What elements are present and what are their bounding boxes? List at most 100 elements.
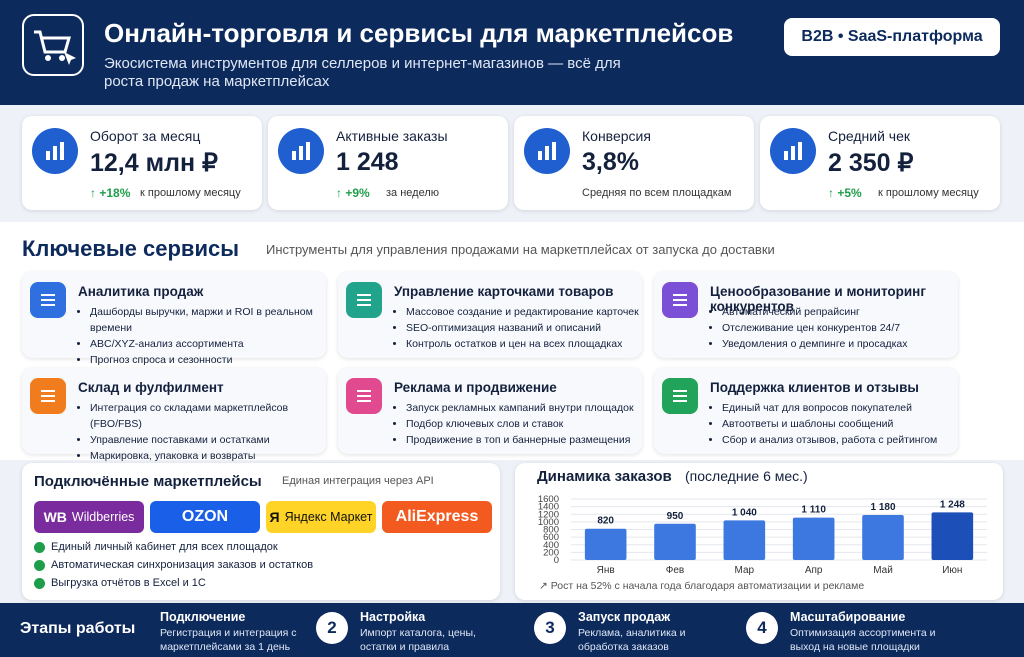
logo-name: AliExpress bbox=[395, 508, 479, 525]
kpi-note: за неделю bbox=[386, 187, 440, 199]
service-bullet: Запуск рекламных кампаний внутри площадо… bbox=[406, 400, 642, 416]
logo-mark: WB bbox=[43, 509, 67, 525]
step-number: 3 bbox=[534, 612, 566, 644]
value-label: 950 bbox=[667, 511, 684, 522]
title: Онлайн-торговля и сервисы для маркетплей… bbox=[104, 18, 734, 48]
y-tick-label: 1600 bbox=[538, 494, 559, 505]
steps-title: Этапы работы bbox=[20, 620, 136, 637]
service-icon bbox=[662, 282, 698, 318]
kpi-card: Конверсия 3,8% Средняя по всем площадкам bbox=[514, 116, 754, 210]
steps-bar: Этапы работы bbox=[0, 603, 1024, 657]
service-bullets: Автоматический репрайсингОтслеживание це… bbox=[708, 304, 958, 352]
service-bullet: Автоматический репрайсинг bbox=[722, 304, 958, 320]
y-tick-label: 1200 bbox=[538, 509, 559, 520]
kpi-card: Оборот за месяц 12,4 млн ₽ ↑ +18% к прошлом… bbox=[22, 116, 262, 210]
marketplaces-panel: Подключённые маркетплейсы Единая интегра… bbox=[22, 463, 500, 600]
header: Онлайн-торговля и сервисы для маркетплей… bbox=[0, 0, 1024, 105]
feature-text: Выгрузка отчётов в Excel и 1С bbox=[51, 577, 206, 589]
service-bullet: SEO-оптимизация названий и описаний bbox=[406, 320, 642, 336]
bar bbox=[931, 512, 974, 560]
service-bullet: Отслеживание цен конкурентов 24/7 bbox=[722, 320, 958, 336]
marketplace-logo: Я Яндекс Маркет bbox=[266, 501, 376, 533]
service-bullets: Единый чат для вопросов покупателейАвтоо… bbox=[708, 400, 958, 448]
bar bbox=[862, 515, 904, 560]
kpi-note: к прошлому месяцу bbox=[878, 187, 979, 199]
step-text: Реклама, аналитика и обработка заказов bbox=[578, 627, 686, 653]
service-card: Поддержка клиентов и отзывы Единый чат дл… bbox=[654, 368, 958, 454]
service-bullet: Продвижение в топ и баннерные размещения bbox=[406, 432, 642, 448]
feature: Автоматическая синхронизация заказов и о… bbox=[34, 559, 313, 571]
x-tick-label: Июн bbox=[942, 565, 962, 576]
service-bullet: Маркировка, упаковка и возвраты bbox=[90, 448, 326, 464]
services-subtitle: Инструменты для управления продажами на … bbox=[266, 242, 775, 257]
logo-mark: Я bbox=[269, 509, 280, 525]
x-tick-label: Апр bbox=[805, 565, 823, 576]
kpi-value: 12,4 млн ₽ bbox=[90, 149, 218, 177]
service-title: Реклама и продвижение bbox=[394, 380, 557, 395]
service-card: Реклама и продвижение Запуск рекламных ка… bbox=[338, 368, 642, 454]
bar bbox=[792, 517, 835, 560]
kpi-value: 2 350 ₽ bbox=[828, 149, 914, 177]
kpi-icon bbox=[278, 128, 324, 174]
chart-subtitle: (последние 6 мес.) bbox=[685, 468, 808, 484]
x-tick-label: Мар bbox=[735, 565, 755, 576]
service-bullets: Запуск рекламных кампаний внутри площадо… bbox=[392, 400, 642, 448]
marketplaces-title: Подключённые маркетплейсы bbox=[34, 473, 262, 490]
chart-note: ↗ Рост на 52% с начала года благодаря ав… bbox=[539, 580, 864, 592]
y-tick-label: 1400 bbox=[538, 502, 559, 513]
service-card: Аналитика продаж Дашборды выручки, маржи … bbox=[22, 272, 326, 366]
chart-title: Динамика заказов bbox=[537, 468, 672, 485]
step-title: Масштабирование bbox=[790, 610, 906, 624]
value-label: 1 110 bbox=[801, 505, 826, 516]
x-tick-label: Май bbox=[873, 565, 893, 576]
check-icon bbox=[34, 577, 45, 589]
service-bullets: Массовое создание и редактирование карто… bbox=[392, 304, 642, 352]
service-bullets: Интеграция со складами маркетплейсов (FB… bbox=[76, 400, 326, 464]
logo-name: OZON bbox=[181, 508, 229, 525]
x-tick-label: Янв bbox=[597, 565, 615, 576]
check-icon bbox=[34, 541, 45, 553]
service-title: Поддержка клиентов и отзывы bbox=[710, 380, 919, 395]
logo-name: Яндекс Маркет bbox=[284, 510, 373, 524]
service-title: Управление карточками товаров bbox=[394, 284, 614, 299]
feature: Выгрузка отчётов в Excel и 1С bbox=[34, 577, 206, 589]
badge: B2B • SaaS-платформа bbox=[784, 18, 1000, 56]
services-title: Ключевые сервисы bbox=[22, 236, 240, 261]
service-bullet: Сбор и анализ отзывов, работа с рейтинго… bbox=[722, 432, 958, 448]
kpi-card: Активные заказы 1 248 ↑ +9% за неделю bbox=[268, 116, 508, 210]
kpi-value: 3,8% bbox=[582, 148, 639, 176]
service-bullet: Контроль остатков и цен на всех площадка… bbox=[406, 336, 642, 352]
feature-text: Единый личный кабинет для всех площадок bbox=[51, 541, 278, 553]
service-title: Склад и фулфилмент bbox=[78, 380, 224, 395]
service-title: Ценообразование и мониторинг конкурентов bbox=[710, 284, 926, 314]
service-bullet: Автоответы и шаблоны сообщений bbox=[722, 416, 958, 432]
kpi-label: Оборот за месяц bbox=[90, 128, 201, 144]
kpi-card: Средний чек 2 350 ₽ ↑ +5% к прошлому месяцу bbox=[760, 116, 1000, 210]
value-label: 820 bbox=[597, 516, 614, 527]
step-title: Настройка bbox=[360, 610, 426, 624]
step-text: Импорт каталога, цены, остатки и правила bbox=[360, 627, 476, 653]
feature-text: Автоматическая синхронизация заказов и о… bbox=[51, 559, 314, 571]
kpi-delta: ↑ +5% bbox=[828, 186, 862, 200]
service-bullet: Массовое создание и редактирование карто… bbox=[406, 304, 642, 320]
marketplace-logo: WB Wildberries bbox=[34, 501, 144, 533]
step-title: Подключение bbox=[160, 610, 246, 624]
marketplace-logo: AliExpress bbox=[382, 501, 492, 533]
service-bullet: Прогноз спроса и сезонности bbox=[90, 352, 326, 368]
kpi-note: Средняя по всем площадкам bbox=[582, 187, 732, 199]
kpi-icon bbox=[770, 128, 816, 174]
logo-name: Wildberries bbox=[71, 510, 135, 524]
service-bullet: Единый чат для вопросов покупателей bbox=[722, 400, 958, 416]
service-bullet: Дашборды выручки, маржи и ROI в реальном… bbox=[90, 304, 326, 336]
service-bullet: Уведомления о демпинге и просадках bbox=[722, 336, 958, 352]
kpi-delta: ↑ +18% bbox=[90, 186, 131, 200]
value-label: 1 040 bbox=[732, 507, 757, 518]
kpi-value: 1 248 bbox=[336, 148, 399, 176]
kpi-note: к прошлому месяцу bbox=[140, 187, 241, 199]
service-bullet: Управление поставками и остатками bbox=[90, 432, 326, 448]
y-tick-label: 400 bbox=[543, 540, 559, 551]
marketplaces-subtitle: Единая интеграция через API bbox=[282, 475, 434, 487]
y-tick-label: 600 bbox=[543, 532, 559, 543]
service-bullet: ABC/XYZ-анализ ассортимента bbox=[90, 336, 326, 352]
